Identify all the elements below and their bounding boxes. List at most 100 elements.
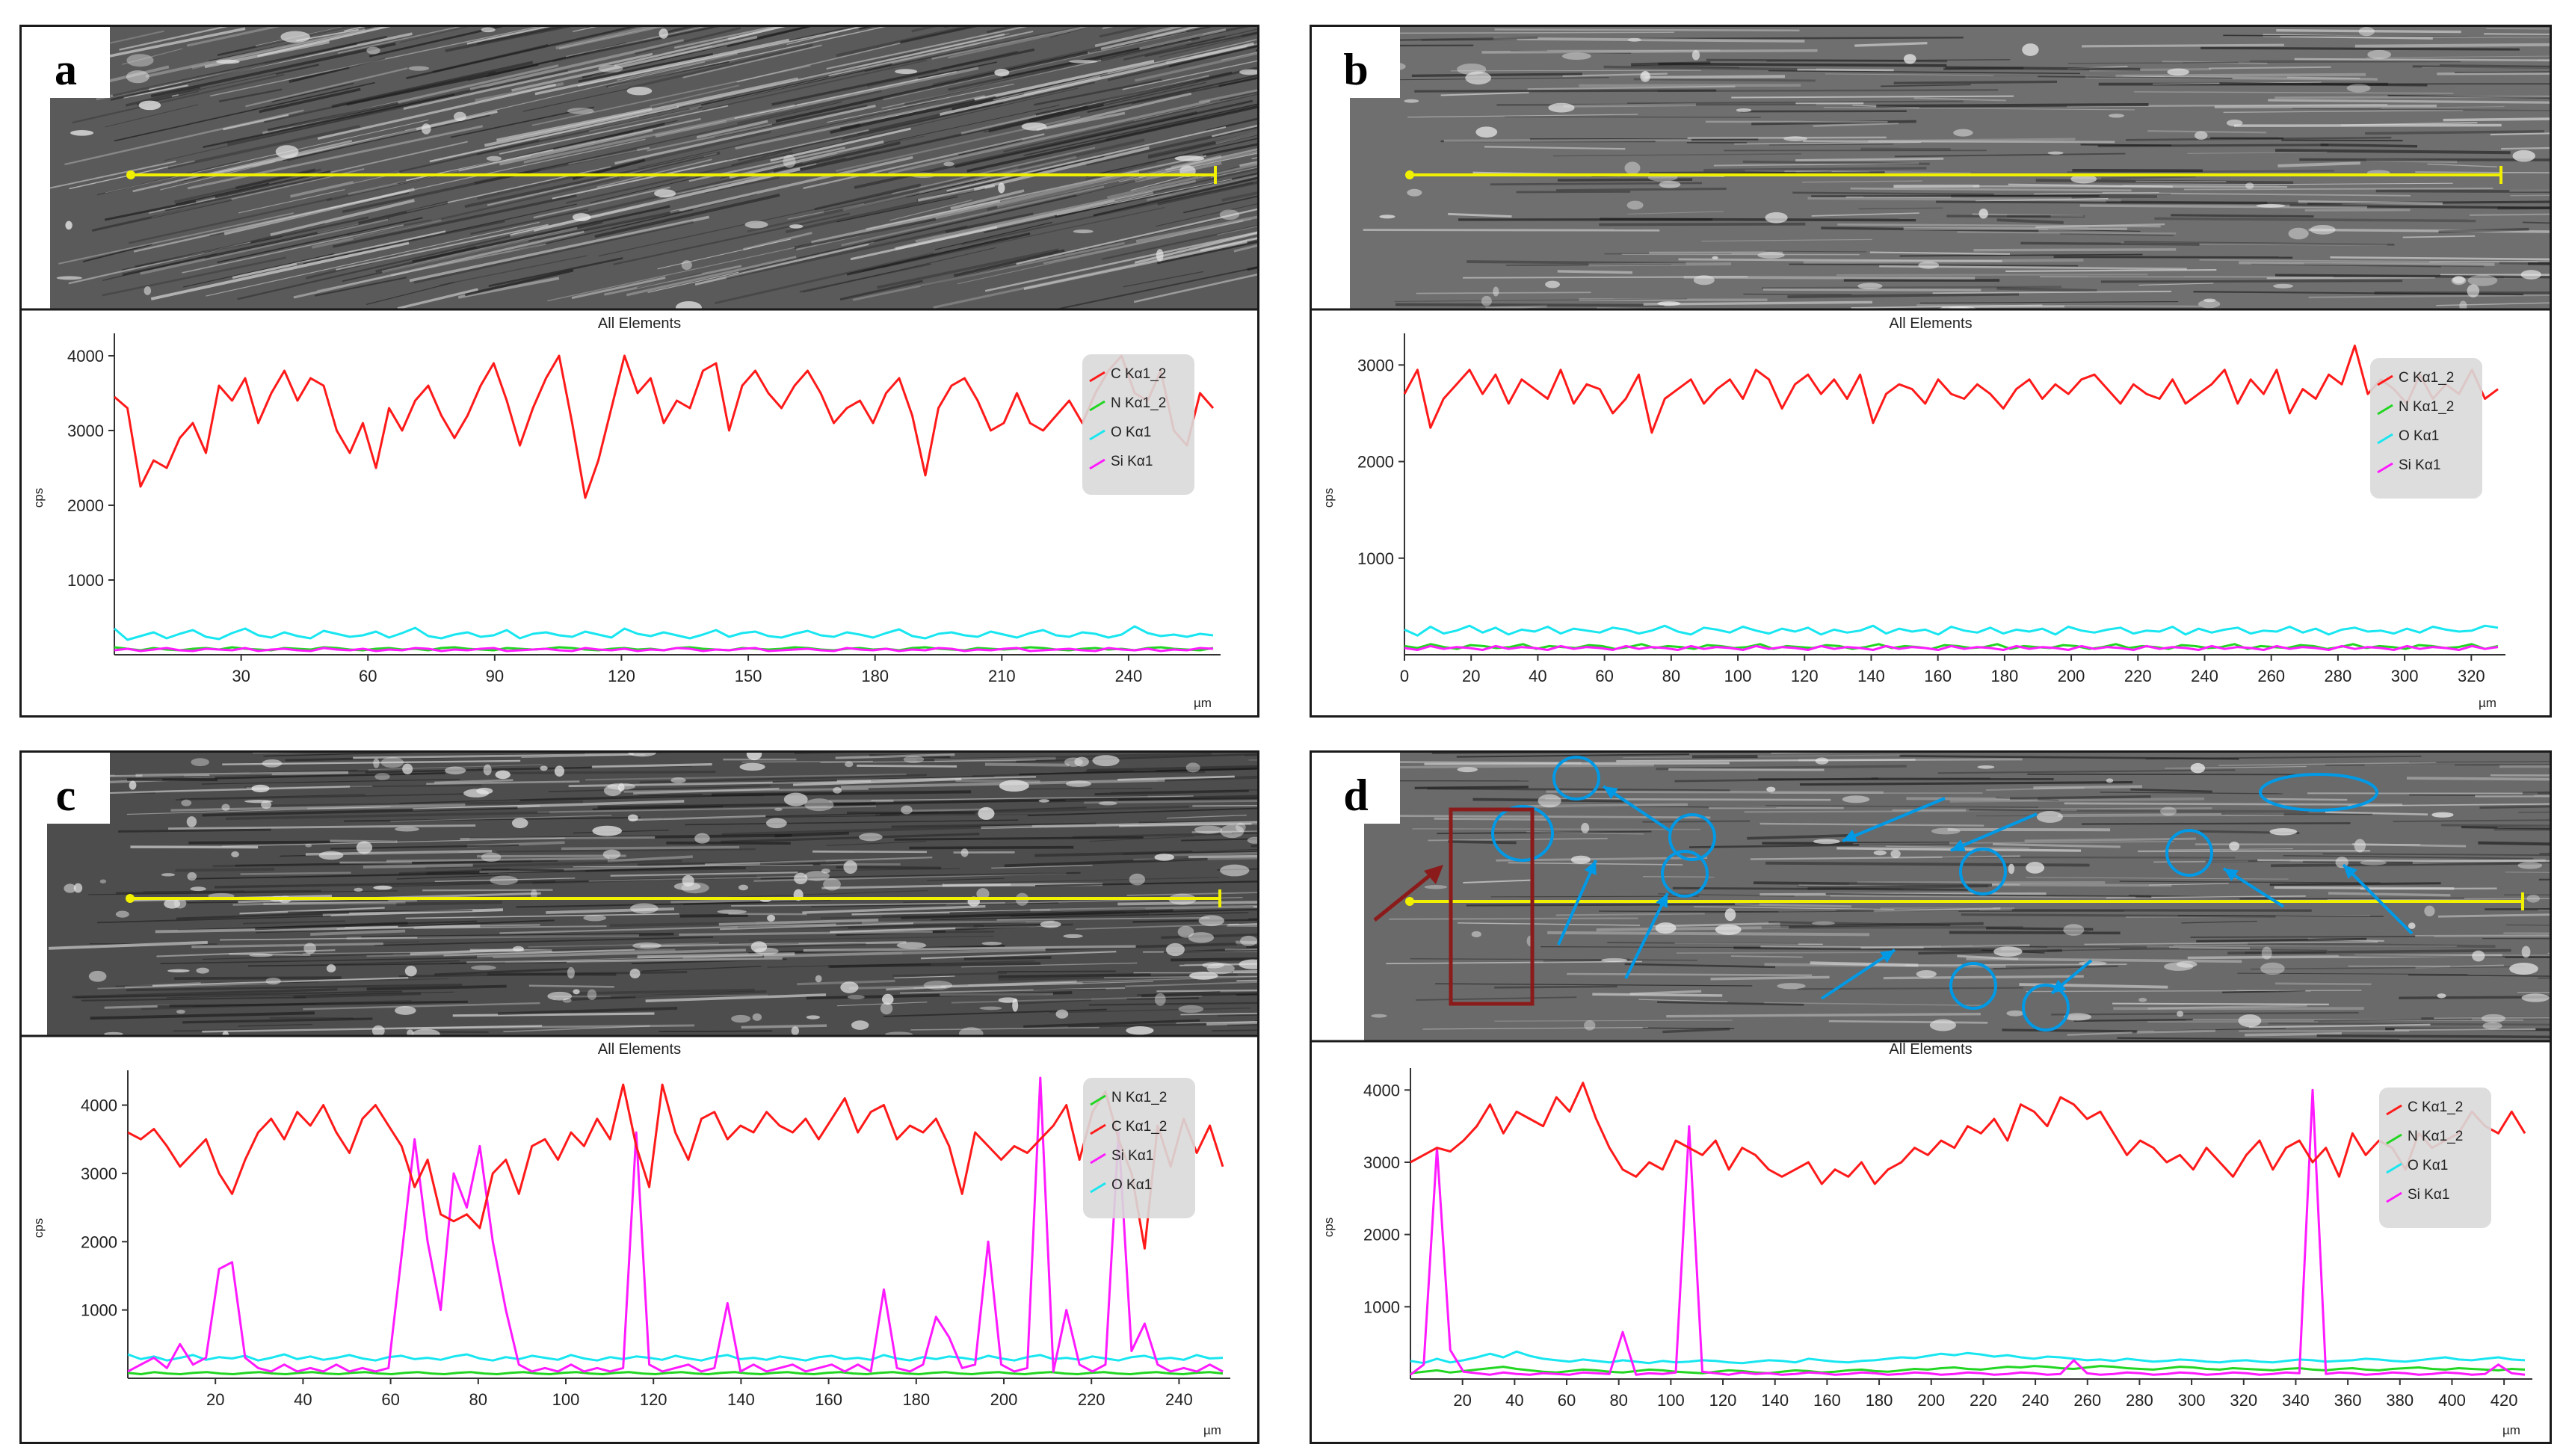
sem-streak	[2008, 183, 2173, 188]
sem-flake	[481, 27, 496, 33]
sem-flake	[1570, 855, 1591, 864]
sem-streak	[1672, 886, 1969, 891]
sem-flake	[994, 68, 1010, 77]
sem-streak	[966, 105, 1257, 173]
sem-flake	[2346, 84, 2371, 93]
sem-streak	[1957, 231, 2177, 235]
sem-streak	[2427, 163, 2497, 167]
sem-streak	[2387, 94, 2550, 99]
sem-streak	[115, 889, 321, 895]
annotation-arrowhead	[2343, 865, 2357, 879]
sem-flake	[1890, 849, 1901, 859]
sem-streak	[1123, 35, 1226, 61]
y-tick-label: 3000	[1363, 1153, 1400, 1172]
sem-streak	[900, 27, 978, 44]
sem-streak	[1780, 922, 1984, 928]
x-tick-label: 220	[2124, 667, 2152, 685]
sem-flake	[2026, 862, 2045, 874]
sem-streak	[1035, 880, 1257, 887]
sem-streak	[588, 107, 699, 132]
sem-streak	[2381, 105, 2505, 109]
sem-streak	[611, 990, 767, 999]
sem-streak	[988, 103, 1105, 133]
sem-streak	[175, 867, 275, 872]
sem-streak	[2222, 990, 2306, 993]
sem-flake	[2481, 1014, 2506, 1023]
sem-streak	[1157, 181, 1257, 206]
sem-flake	[483, 764, 492, 776]
legend-swatch-si	[2386, 1191, 2402, 1203]
y-tick-label: 2000	[1363, 1226, 1400, 1244]
sem-streak	[143, 890, 245, 892]
sem-streak	[996, 155, 1222, 209]
sem-streak	[673, 27, 777, 49]
sem-streak	[1493, 37, 1805, 43]
sem-streak	[1407, 114, 1638, 118]
sem-streak	[2328, 892, 2451, 897]
sem-flake	[1993, 946, 2023, 957]
sem-flake	[682, 874, 694, 887]
sem-streak	[2027, 773, 2315, 776]
sem-streak	[718, 919, 879, 926]
sem-streak	[1217, 1014, 1257, 1017]
sem-flake	[2078, 961, 2107, 966]
sem-streak	[2084, 941, 2378, 946]
sem-streak	[191, 942, 383, 948]
sem-streak	[2067, 1031, 2132, 1036]
sem-flake	[1812, 921, 1835, 925]
sem-streak	[714, 104, 868, 138]
sem-streak	[2147, 946, 2251, 950]
x-tick-label: 240	[1115, 667, 1143, 685]
sem-streak	[239, 907, 385, 915]
sem-streak	[849, 981, 1083, 990]
sem-streak	[1002, 34, 1203, 78]
sem-streak	[585, 862, 847, 872]
legend-swatch-o	[1089, 429, 1105, 441]
sem-flake	[694, 833, 710, 844]
sem-streak	[1949, 797, 2205, 803]
x-tick-label: 60	[381, 1390, 399, 1409]
sem-streak	[2058, 812, 2284, 818]
sem-streak	[1683, 276, 1976, 280]
sem-streak	[450, 106, 595, 138]
sem-flake	[445, 766, 466, 775]
sem-streak	[1123, 849, 1257, 856]
sem-flake	[1220, 824, 1245, 839]
sem-flake	[2273, 283, 2294, 289]
sem-streak	[1624, 963, 1776, 969]
sem-flake	[774, 807, 783, 811]
sem-streak	[342, 168, 541, 214]
sem-streak	[293, 230, 585, 299]
sem-streak	[1762, 288, 1981, 291]
sem-streak	[164, 86, 487, 161]
sem-streak	[167, 991, 454, 999]
sem-flake	[251, 784, 270, 793]
sem-flake	[2360, 860, 2387, 866]
x-tick-label: 140	[727, 1390, 755, 1409]
sem-streak	[176, 911, 350, 920]
sem-flake	[471, 965, 496, 970]
sem-streak	[700, 62, 892, 107]
series-line-si	[114, 647, 1214, 653]
legend-label: O Kα1	[1111, 425, 1151, 440]
sem-streak	[726, 225, 968, 280]
annotation-arrow	[1842, 797, 1946, 842]
sem-streak	[905, 177, 990, 198]
sem-streak	[1919, 300, 2179, 303]
legend-swatch-si	[1089, 458, 1105, 470]
sem-streak	[852, 241, 1125, 301]
sem-flake	[2190, 762, 2206, 774]
sem-streak	[961, 962, 1138, 968]
sem-streak	[794, 218, 937, 250]
defect-circle	[2259, 773, 2378, 812]
sem-streak	[2234, 123, 2502, 127]
sem-streak	[614, 105, 876, 165]
sem-flake	[1055, 1009, 1069, 1019]
sem-streak	[1710, 975, 1830, 981]
sem-streak	[835, 753, 955, 759]
sem-streak	[310, 929, 406, 937]
sem-flake	[176, 1009, 185, 1014]
sem-streak	[1873, 907, 2001, 913]
sem-streak	[1200, 237, 1257, 252]
sem-streak	[883, 1008, 1107, 1017]
